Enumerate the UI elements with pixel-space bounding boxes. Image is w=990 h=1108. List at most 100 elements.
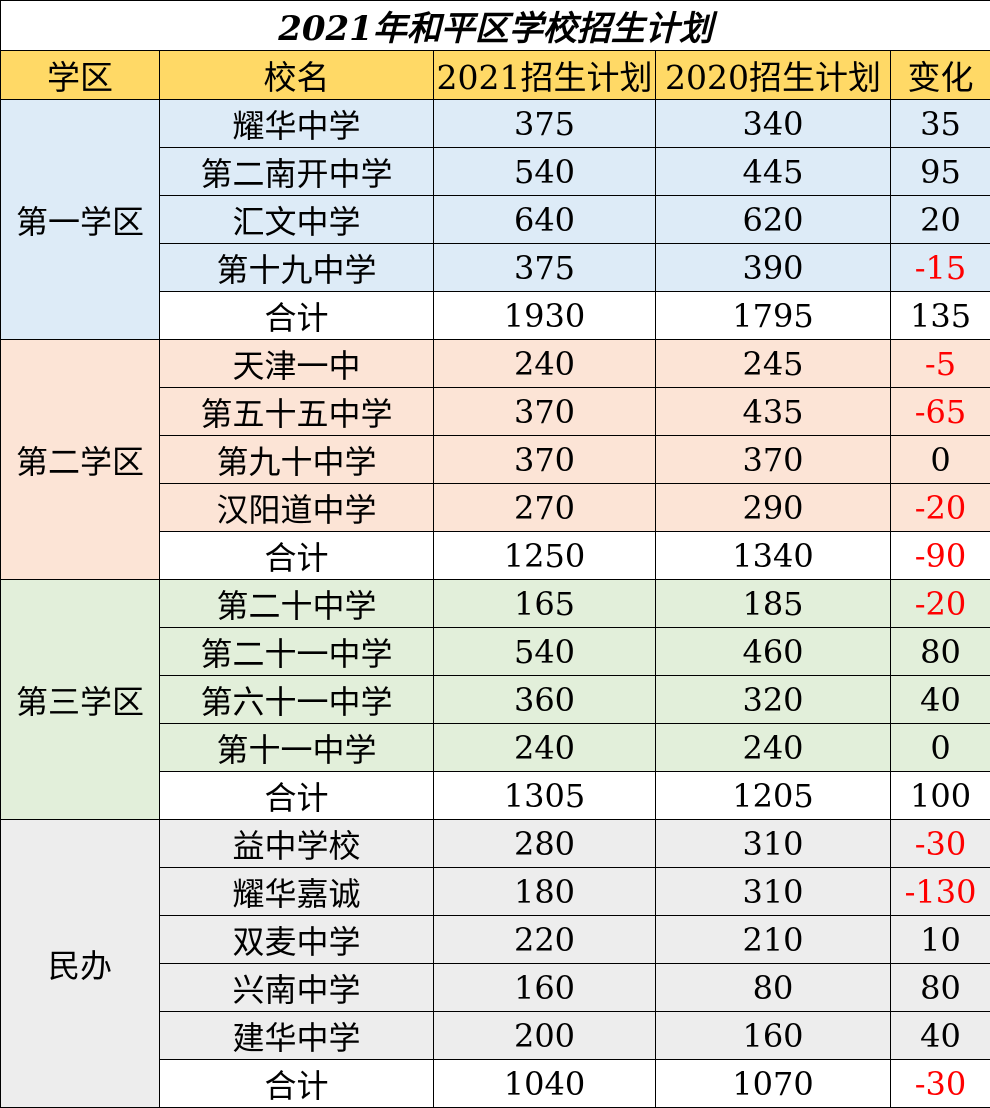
change-cell: -5: [891, 340, 990, 388]
plan-2021-cell: 240: [434, 340, 656, 388]
plan-2021-cell: 540: [434, 148, 656, 196]
header-row: 学区 校名 2021招生计划 2020招生计划 变化: [1, 51, 990, 100]
school-name: 耀华中学: [160, 100, 434, 148]
plan-2020-cell: 370: [656, 436, 891, 484]
change-cell: 10: [891, 916, 990, 964]
total-plan-2021: 1930: [434, 292, 656, 340]
plan-2020-cell: 80: [656, 964, 891, 1012]
total-plan-2020: 1070: [656, 1060, 891, 1108]
district-name: 第二学区: [1, 340, 160, 580]
plan-2020-cell: 245: [656, 340, 891, 388]
plan-2021-cell: 280: [434, 820, 656, 868]
plan-2021-cell: 220: [434, 916, 656, 964]
change-cell: -20: [891, 484, 990, 532]
total-label: 合计: [160, 1060, 434, 1108]
change-cell: -20: [891, 580, 990, 628]
school-name: 建华中学: [160, 1012, 434, 1060]
plan-2021-cell: 370: [434, 436, 656, 484]
plan-2020-cell: 620: [656, 196, 891, 244]
district-name: 第三学区: [1, 580, 160, 820]
plan-2020-cell: 445: [656, 148, 891, 196]
plan-2020-cell: 240: [656, 724, 891, 772]
school-name: 第五十五中学: [160, 388, 434, 436]
total-plan-2021: 1305: [434, 772, 656, 820]
total-label: 合计: [160, 292, 434, 340]
total-plan-2020: 1340: [656, 532, 891, 580]
school-name: 天津一中: [160, 340, 434, 388]
school-name: 兴南中学: [160, 964, 434, 1012]
plan-2020-cell: 290: [656, 484, 891, 532]
change-cell: 20: [891, 196, 990, 244]
plan-2021-cell: 360: [434, 676, 656, 724]
plan-2020-cell: 310: [656, 820, 891, 868]
change-cell: -15: [891, 244, 990, 292]
total-plan-2021: 1040: [434, 1060, 656, 1108]
school-name: 第二十一中学: [160, 628, 434, 676]
total-plan-2020: 1795: [656, 292, 891, 340]
school-name: 汉阳道中学: [160, 484, 434, 532]
plan-2021-cell: 165: [434, 580, 656, 628]
change-cell: -130: [891, 868, 990, 916]
change-cell: 40: [891, 1012, 990, 1060]
school-name: 第十一中学: [160, 724, 434, 772]
total-plan-2021: 1250: [434, 532, 656, 580]
school-name: 双麦中学: [160, 916, 434, 964]
plan-2020-cell: 185: [656, 580, 891, 628]
header-plan-2020: 2020招生计划: [656, 51, 891, 100]
table-title: 2021年和平区学校招生计划: [1, 1, 990, 51]
change-cell: 40: [891, 676, 990, 724]
school-name: 益中学校: [160, 820, 434, 868]
plan-2020-cell: 310: [656, 868, 891, 916]
plan-2021-cell: 375: [434, 100, 656, 148]
plan-2021-cell: 375: [434, 244, 656, 292]
total-change: -90: [891, 532, 990, 580]
header-change: 变化: [891, 51, 990, 100]
plan-2021-cell: 370: [434, 388, 656, 436]
change-cell: -30: [891, 820, 990, 868]
school-name: 汇文中学: [160, 196, 434, 244]
plan-2021-cell: 180: [434, 868, 656, 916]
plan-2021-cell: 640: [434, 196, 656, 244]
header-school: 校名: [160, 51, 434, 100]
change-cell: 95: [891, 148, 990, 196]
plan-2020-cell: 210: [656, 916, 891, 964]
plan-2021-cell: 240: [434, 724, 656, 772]
district-name: 第一学区: [1, 100, 160, 340]
header-district: 学区: [1, 51, 160, 100]
school-name: 耀华嘉诚: [160, 868, 434, 916]
plan-2020-cell: 160: [656, 1012, 891, 1060]
school-name: 第六十一中学: [160, 676, 434, 724]
district-name: 民办: [1, 820, 160, 1108]
plan-2021-cell: 160: [434, 964, 656, 1012]
plan-2020-cell: 460: [656, 628, 891, 676]
total-label: 合计: [160, 532, 434, 580]
total-label: 合计: [160, 772, 434, 820]
total-plan-2020: 1205: [656, 772, 891, 820]
plan-2020-cell: 435: [656, 388, 891, 436]
change-cell: -65: [891, 388, 990, 436]
school-name: 第二南开中学: [160, 148, 434, 196]
plan-2020-cell: 340: [656, 100, 891, 148]
plan-2021-cell: 540: [434, 628, 656, 676]
plan-2020-cell: 390: [656, 244, 891, 292]
school-name: 第十九中学: [160, 244, 434, 292]
plan-2021-cell: 270: [434, 484, 656, 532]
header-plan-2021: 2021招生计划: [434, 51, 656, 100]
change-cell: 80: [891, 628, 990, 676]
plan-2021-cell: 200: [434, 1012, 656, 1060]
plan-2020-cell: 320: [656, 676, 891, 724]
total-change: -30: [891, 1060, 990, 1108]
school-name: 第二十中学: [160, 580, 434, 628]
change-cell: 0: [891, 724, 990, 772]
change-cell: 0: [891, 436, 990, 484]
total-change: 100: [891, 772, 990, 820]
school-name: 第九十中学: [160, 436, 434, 484]
change-cell: 35: [891, 100, 990, 148]
title-row: 2021年和平区学校招生计划: [1, 1, 990, 51]
change-cell: 80: [891, 964, 990, 1012]
